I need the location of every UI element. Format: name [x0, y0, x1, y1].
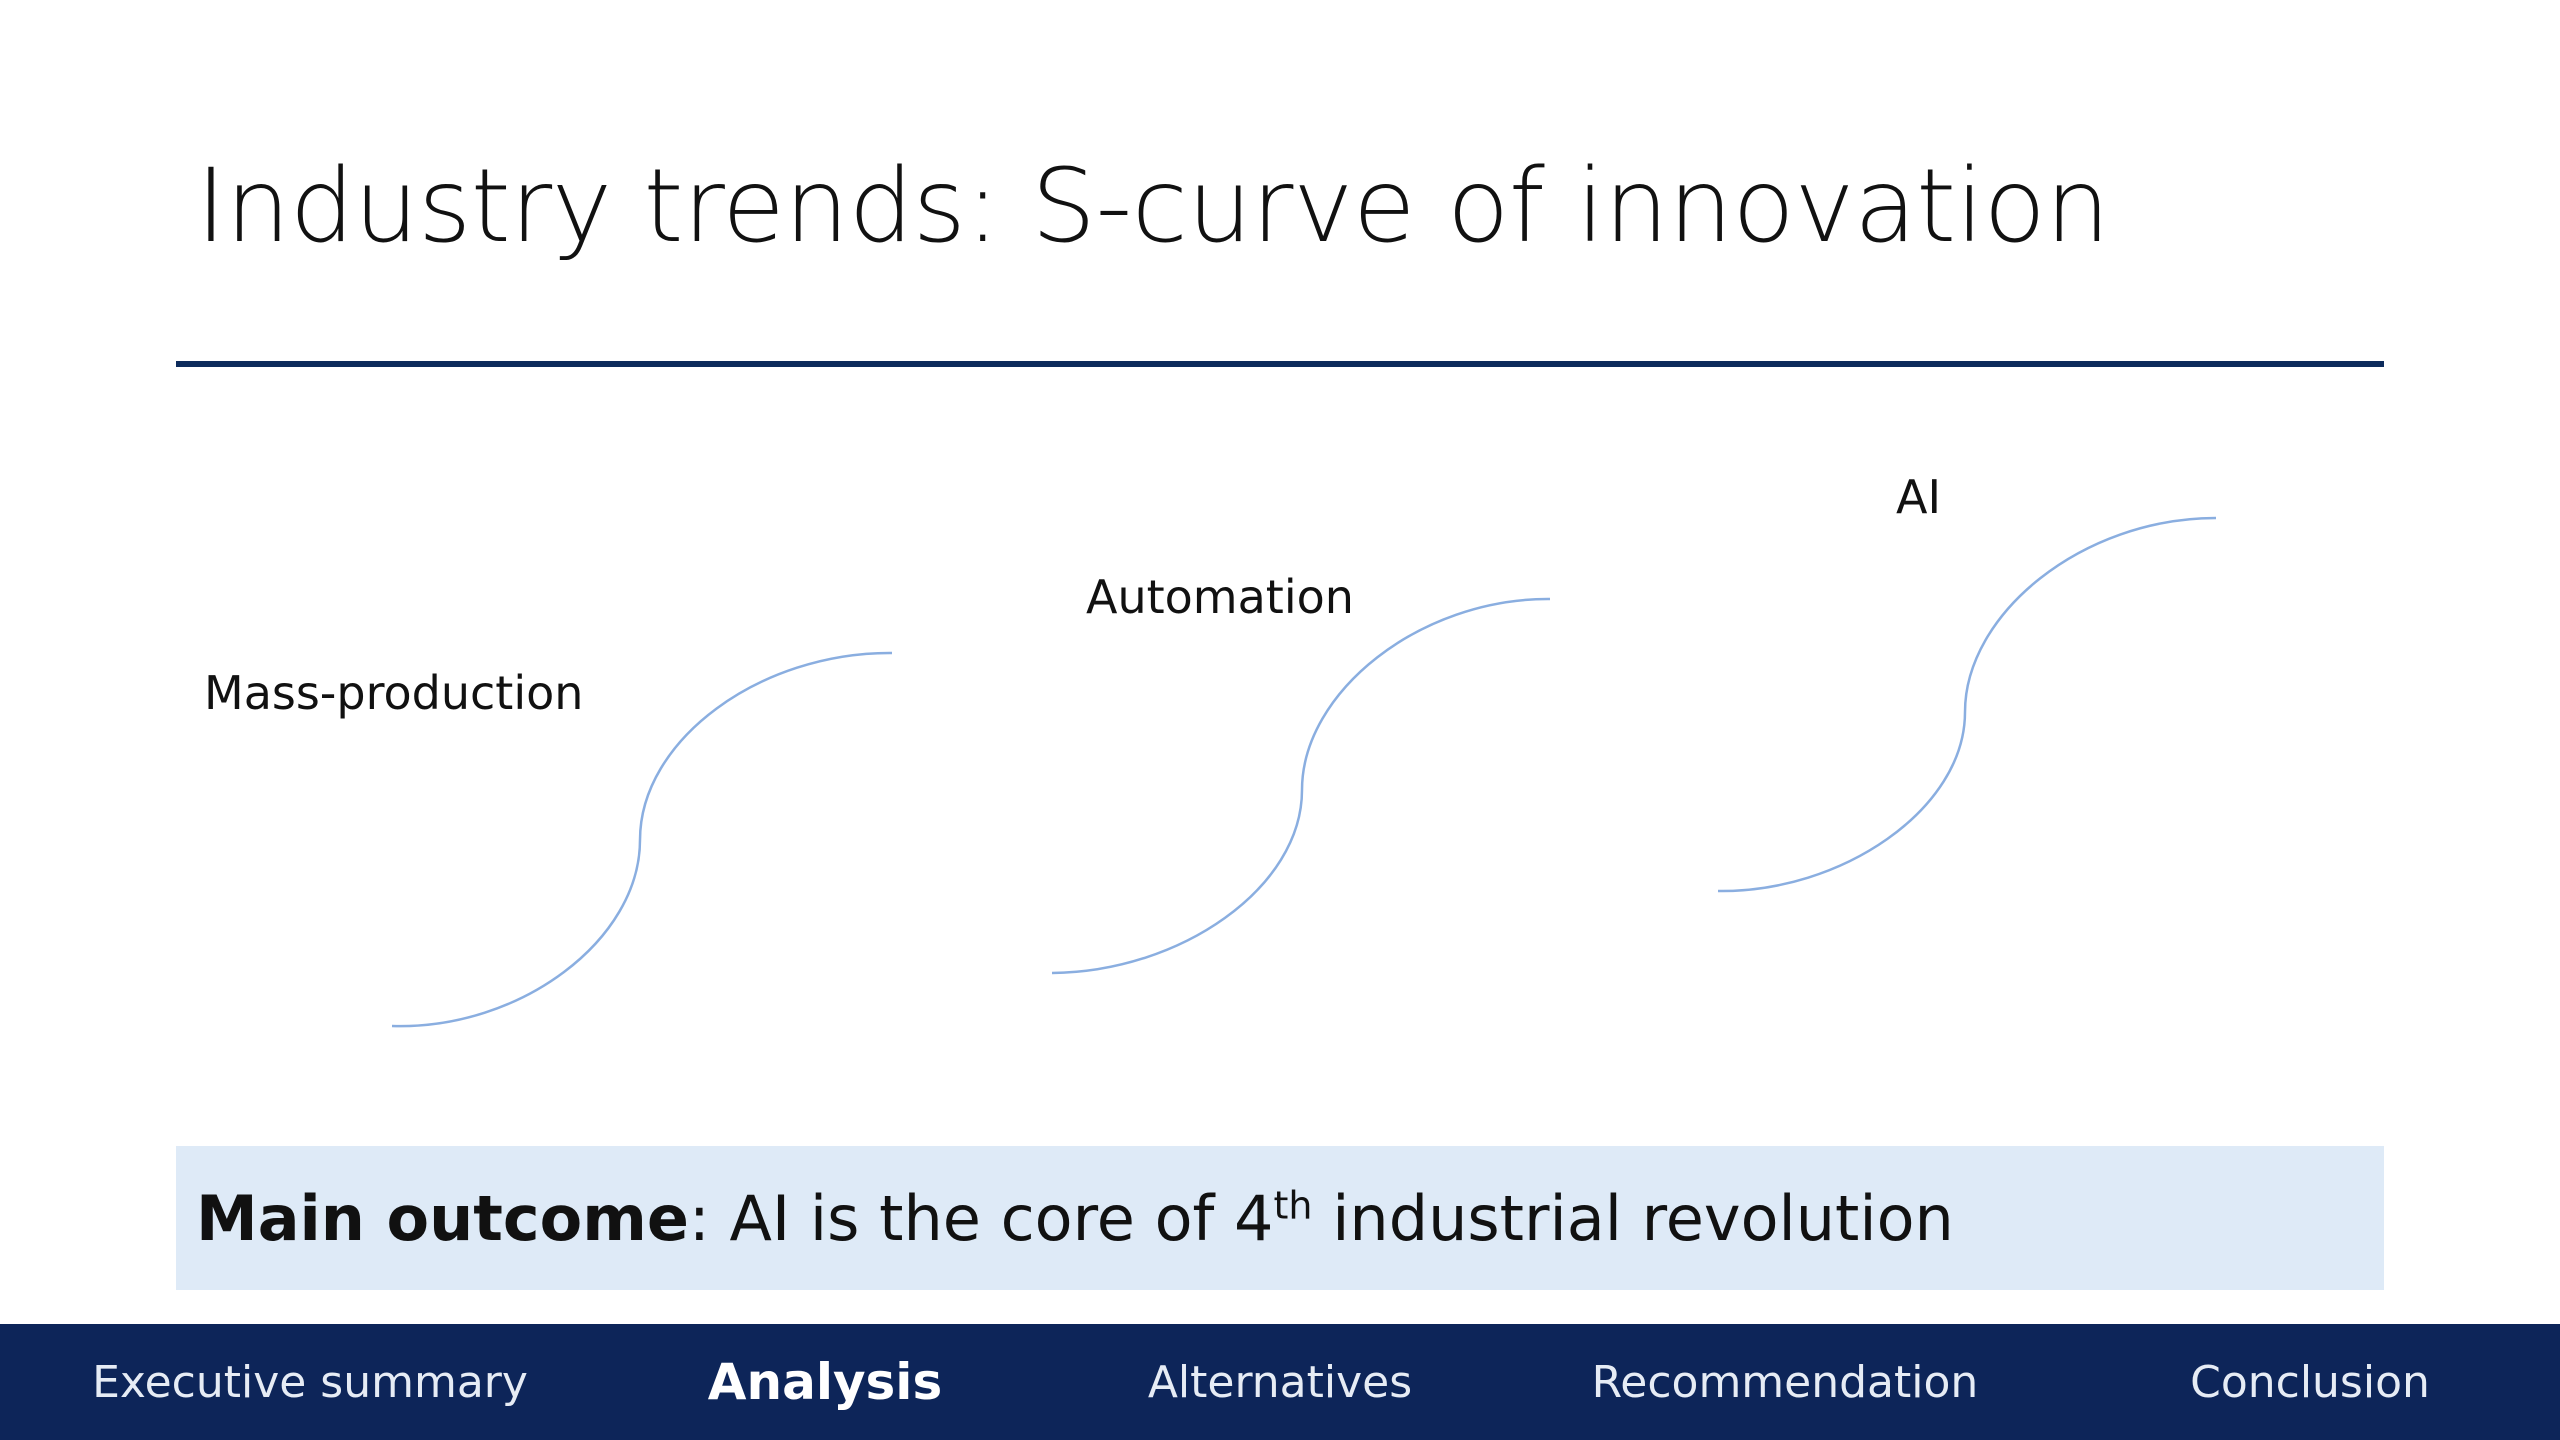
main-outcome-text: Main outcome: AI is the core of 4th indu… [196, 1182, 1954, 1255]
s-curve-automation [1051, 597, 1551, 975]
curve-label-mass-production: Mass-production [204, 666, 584, 720]
slide-title: Industry trends: S-curve of innovation [196, 147, 2110, 266]
main-outcome-body-end: industrial revolution [1312, 1181, 1954, 1255]
s-curve-ai [1717, 516, 2217, 893]
nav-tab-analysis[interactable]: Analysis [707, 1353, 943, 1411]
nav-tab-alternatives[interactable]: Alternatives [1147, 1356, 1413, 1408]
main-outcome-superscript: th [1273, 1182, 1313, 1227]
nav-tab-recommendation[interactable]: Recommendation [1591, 1356, 1979, 1408]
nav-tab-executive-summary[interactable]: Executive summary [92, 1356, 528, 1408]
title-divider [176, 361, 2384, 367]
section-nav-bar: Executive summary Analysis Alternatives … [0, 1324, 2560, 1440]
nav-tab-conclusion[interactable]: Conclusion [2190, 1356, 2430, 1408]
main-outcome-box: Main outcome: AI is the core of 4th indu… [176, 1146, 2384, 1290]
main-outcome-heading: Main outcome [196, 1181, 689, 1255]
main-outcome-body: : AI is the core of 4 [688, 1181, 1274, 1255]
curve-label-automation: Automation [1086, 570, 1354, 624]
curve-label-ai: AI [1896, 470, 1942, 524]
